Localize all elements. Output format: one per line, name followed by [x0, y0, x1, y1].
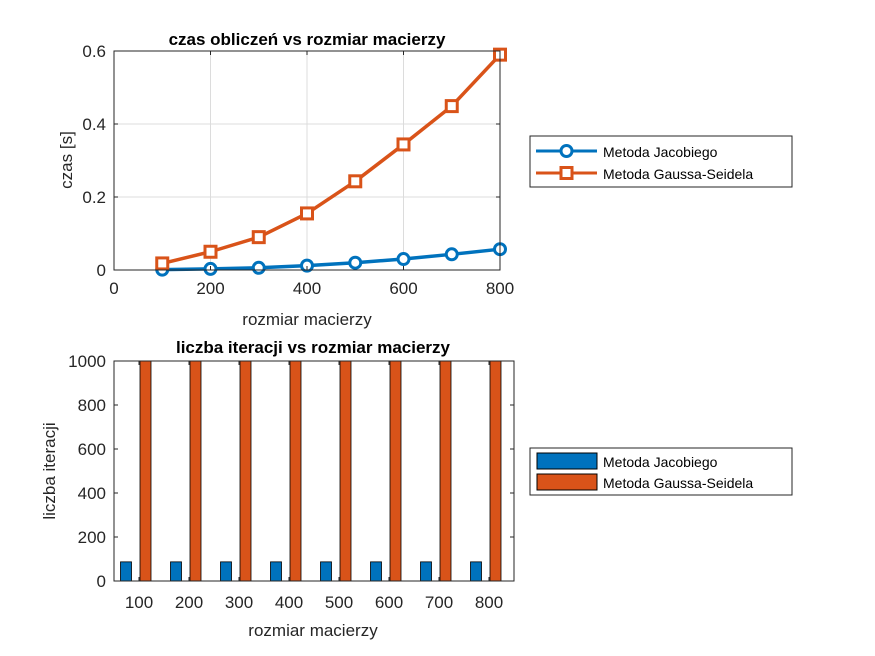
y-tick-label: 0 — [97, 572, 106, 591]
y-tick-label: 400 — [78, 484, 106, 503]
iterations-chart-legend: Metoda Jacobiego Metoda Gaussa-Seidela — [529, 447, 793, 496]
legend2-jacobi-label: Metoda Jacobiego — [603, 454, 718, 470]
gauss-data-point — [203, 244, 218, 259]
jacobi-data-point — [348, 255, 363, 270]
time-chart-legend-box — [529, 135, 793, 188]
jacobi-series-line — [162, 247, 501, 272]
gauss-bar — [189, 360, 202, 582]
x-tick-label: 600 — [375, 593, 403, 612]
legend2-gauss-swatch — [536, 473, 598, 491]
time-chart-ticks: 0 200 400 600 800 0 0.2 0.4 0.6 — [82, 42, 514, 298]
gauss-data-point — [155, 256, 170, 271]
x-tick-label: 200 — [196, 279, 224, 298]
gauss-series-line — [161, 53, 502, 266]
gauss-bar — [439, 360, 452, 582]
x-tick-label: 100 — [125, 593, 153, 612]
x-tick-label: 600 — [389, 279, 417, 298]
time-chart-y-axis-label: czas [s] — [57, 131, 76, 189]
jacobi-data-point — [300, 258, 314, 273]
gauss-data-point — [251, 230, 266, 245]
y-tick-label: 0 — [97, 261, 106, 280]
time-chart-legend: Metoda Jacobiego Metoda Gaussa-Seidela — [529, 135, 793, 188]
legend-jacobi-label: Metoda Jacobiego — [603, 144, 718, 160]
iterations-chart-bars — [120, 360, 502, 582]
jacobi-data-point — [251, 260, 266, 275]
y-tick-label: 1000 — [68, 352, 106, 371]
x-tick-label: 800 — [475, 593, 503, 612]
legend2-jacobi-swatch — [536, 452, 598, 470]
time-chart-x-axis-label: rozmiar macierzy — [242, 310, 372, 329]
legend-gauss-marker — [559, 166, 574, 180]
iterations-chart: 100 200 300 400 500 600 700 800 0 200 400 600 800 100… — [40, 338, 515, 640]
gauss-data-point — [300, 206, 314, 221]
gauss-bar — [289, 360, 302, 582]
jacobi-bar — [270, 561, 282, 582]
x-tick-label: 0 — [109, 279, 118, 298]
y-tick-label: 0.6 — [82, 42, 106, 61]
iterations-chart-plot-area — [114, 361, 514, 581]
legend2-gauss-label: Metoda Gaussa-Seidela — [603, 475, 753, 491]
jacobi-bar — [370, 561, 382, 582]
x-tick-label: 400 — [275, 593, 303, 612]
gauss-bar — [489, 360, 502, 582]
y-tick-label: 800 — [78, 396, 106, 415]
time-chart-title: czas obliczeń vs rozmiar macierzy — [169, 30, 446, 49]
gauss-bar — [239, 360, 252, 582]
x-tick-label: 800 — [486, 279, 514, 298]
jacobi-bar — [170, 561, 182, 582]
gauss-bar — [389, 360, 402, 582]
time-chart: 0 200 400 600 800 0 0.2 0.4 0.6 czas obliczeń vs… — [57, 30, 514, 329]
gauss-data-point — [396, 137, 411, 152]
jacobi-bar — [420, 561, 432, 582]
gauss-data-point — [348, 174, 363, 189]
iterations-chart-title: liczba iteracji vs rozmiar macierzy — [176, 338, 451, 357]
iterations-chart-axes-box — [113, 360, 515, 582]
jacobi-bar — [320, 561, 332, 582]
jacobi-bar — [220, 561, 232, 582]
time-chart-series — [155, 47, 507, 277]
gauss-data-point — [444, 99, 459, 114]
y-tick-label: 600 — [78, 440, 106, 459]
y-tick-label: 200 — [78, 528, 106, 547]
x-tick-label: 400 — [293, 279, 321, 298]
jacobi-data-point — [444, 247, 459, 262]
x-tick-label: 200 — [175, 593, 203, 612]
gauss-bar — [339, 360, 352, 582]
iterations-chart-x-axis-label: rozmiar macierzy — [248, 621, 378, 640]
jacobi-data-point — [396, 252, 411, 267]
x-tick-label: 300 — [225, 593, 253, 612]
iterations-chart-y-axis-label: liczba iteracji — [40, 422, 59, 519]
legend-jacobi-marker — [559, 144, 574, 158]
legend-gauss-label: Metoda Gaussa-Seidela — [603, 166, 753, 182]
jacobi-bar — [120, 561, 132, 582]
y-tick-label: 0.2 — [82, 188, 106, 207]
iterations-chart-ticks: 100 200 300 400 500 600 700 800 0 200 400 600 800 100… — [68, 352, 514, 612]
gauss-bar — [139, 360, 152, 582]
y-tick-label: 0.4 — [82, 115, 106, 134]
jacobi-bar — [470, 561, 482, 582]
x-tick-label: 500 — [325, 593, 353, 612]
x-tick-label: 700 — [425, 593, 453, 612]
